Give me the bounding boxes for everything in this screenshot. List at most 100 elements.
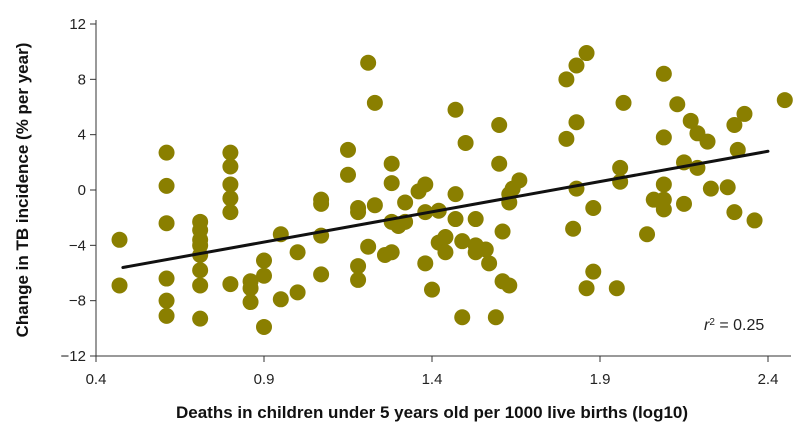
data-point (699, 133, 716, 150)
data-point (615, 94, 632, 111)
data-point (729, 141, 746, 158)
data-point (350, 258, 367, 275)
data-point (447, 101, 464, 118)
data-point (558, 71, 575, 88)
data-point (655, 201, 672, 218)
data-point (158, 177, 175, 194)
data-point (776, 92, 793, 109)
data-point (558, 130, 575, 147)
data-point (736, 105, 753, 122)
data-point (158, 270, 175, 287)
data-point (702, 180, 719, 197)
data-point (383, 244, 400, 261)
x-tick-label: 1.4 (422, 371, 443, 388)
data-point (655, 176, 672, 193)
r-symbol: r (704, 317, 710, 334)
data-point (511, 172, 528, 189)
data-point (719, 179, 736, 196)
data-point (437, 244, 454, 261)
trend-line (121, 149, 770, 269)
data-point (655, 65, 672, 82)
data-point (256, 267, 272, 284)
data-point (272, 291, 289, 308)
x-tick-label: 0.4 (86, 371, 107, 388)
data-point (726, 204, 743, 221)
data-point (360, 238, 377, 255)
data-point (447, 186, 464, 203)
data-point (655, 129, 672, 146)
r-exponent: 2 (709, 317, 715, 328)
data-point (585, 263, 602, 280)
data-point (568, 180, 585, 197)
data-point (111, 231, 128, 248)
data-point (111, 277, 128, 294)
data-point (669, 96, 686, 113)
data-point (467, 211, 484, 228)
data-point (313, 195, 330, 212)
data-point (437, 229, 454, 246)
data-point (424, 281, 440, 298)
x-axis-title: Deaths in children under 5 years old per… (176, 403, 688, 422)
data-point (192, 277, 209, 294)
data-point (487, 309, 504, 326)
x-tick-label: 1.9 (590, 371, 611, 388)
data-point (222, 176, 239, 193)
r-value: = 0.25 (715, 317, 764, 334)
data-point (565, 220, 582, 237)
y-tick-label: 12 (69, 16, 86, 33)
data-point (578, 45, 595, 62)
y-tick-label: −12 (61, 348, 86, 365)
data-point (501, 277, 518, 294)
y-tick-label: −4 (69, 237, 86, 254)
data-point (158, 215, 175, 232)
data-point (242, 294, 259, 311)
y-tick-label: 4 (78, 127, 86, 144)
data-point (192, 310, 209, 327)
data-point (158, 307, 175, 324)
data-point (608, 280, 625, 297)
r-squared-annotation: r2 = 0.25 (704, 317, 764, 335)
y-tick-label: 8 (78, 71, 86, 88)
data-point (676, 195, 692, 212)
data-point (222, 276, 239, 293)
axes-layer (90, 20, 791, 362)
data-point (222, 158, 239, 175)
data-point (639, 226, 656, 243)
data-point (454, 233, 471, 250)
data-point (366, 197, 383, 214)
y-tick-label: −8 (69, 293, 86, 310)
data-point (491, 116, 508, 133)
data-point (222, 204, 239, 221)
data-point (158, 292, 175, 309)
data-point (313, 266, 330, 283)
data-point (383, 155, 400, 172)
data-point (682, 112, 699, 129)
data-point (350, 204, 367, 221)
data-point (340, 141, 356, 158)
data-point (192, 262, 209, 279)
data-points (111, 45, 793, 335)
data-point (289, 284, 306, 301)
data-point (457, 134, 474, 151)
data-point (242, 280, 259, 297)
x-tick-label: 0.9 (254, 371, 275, 388)
data-point (383, 175, 400, 192)
data-point (568, 57, 585, 74)
data-point (222, 144, 239, 161)
data-point (726, 116, 743, 133)
data-point (447, 211, 464, 228)
data-point (746, 212, 763, 229)
data-point (158, 144, 175, 161)
data-point (256, 318, 272, 335)
data-point (417, 255, 434, 272)
data-point (491, 155, 508, 172)
data-point (568, 114, 585, 131)
data-point (585, 199, 602, 216)
data-point (454, 309, 471, 326)
data-point (417, 176, 434, 193)
data-point (578, 280, 595, 297)
data-point (289, 244, 306, 261)
data-point (612, 159, 629, 176)
data-point (481, 255, 498, 272)
